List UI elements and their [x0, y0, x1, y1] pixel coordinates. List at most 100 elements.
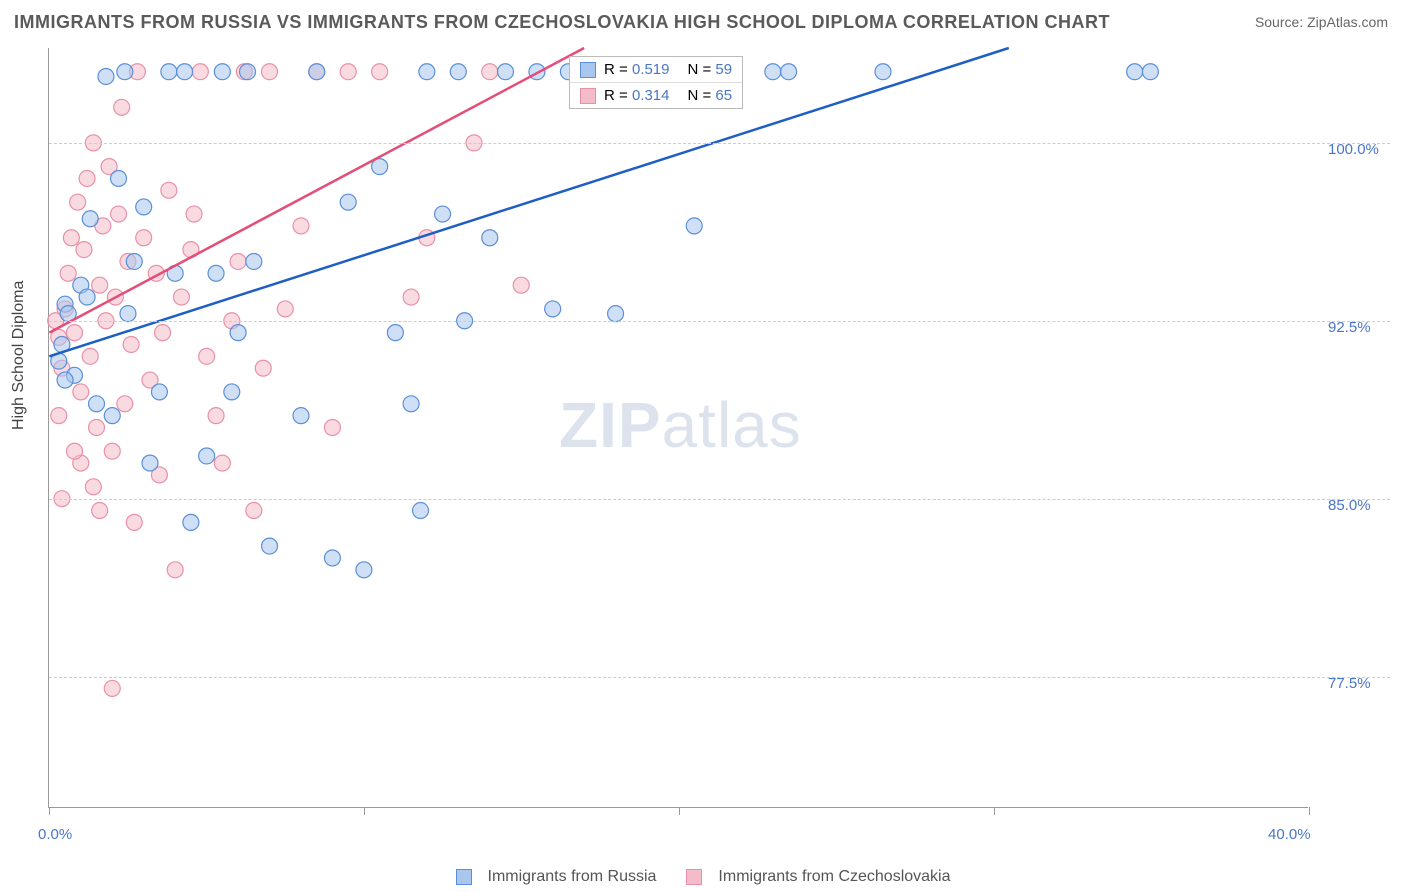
scatter-point [240, 64, 256, 80]
scatter-point [356, 562, 372, 578]
legend-stats: R = 0.519 N = 59 R = 0.314 N = 65 [569, 56, 743, 109]
chart-title: IMMIGRANTS FROM RUSSIA VS IMMIGRANTS FRO… [14, 12, 1110, 33]
scatter-point [114, 99, 130, 115]
gridline [49, 321, 1390, 322]
scatter-point [57, 372, 73, 388]
scatter-point [214, 64, 230, 80]
scatter-point [136, 199, 152, 215]
scatter-point [413, 503, 429, 519]
scatter-point [199, 348, 215, 364]
legend-item-czech: Immigrants from Czechoslovakia [686, 868, 950, 886]
x-tick [1309, 807, 1310, 815]
source-label: Source: ZipAtlas.com [1255, 14, 1388, 30]
scatter-point [545, 301, 561, 317]
legend-label: Immigrants from Russia [488, 868, 657, 886]
scatter-point [387, 325, 403, 341]
scatter-point [167, 562, 183, 578]
scatter-point [177, 64, 193, 80]
scatter-point [67, 443, 83, 459]
r-label: R = 0.314 [604, 87, 669, 104]
scatter-point [208, 408, 224, 424]
scatter-point [126, 514, 142, 530]
scatter-point [104, 443, 120, 459]
scatter-point [482, 64, 498, 80]
scatter-point [419, 64, 435, 80]
scatter-point [403, 289, 419, 305]
scatter-point [92, 277, 108, 293]
scatter-point [230, 325, 246, 341]
scatter-point [117, 64, 133, 80]
scatter-point [497, 64, 513, 80]
gridline [49, 499, 1390, 500]
scatter-point [214, 455, 230, 471]
scatter-point [155, 325, 171, 341]
gridline [49, 143, 1390, 144]
scatter-point [246, 253, 262, 269]
scatter-point [173, 289, 189, 305]
scatter-point [51, 408, 67, 424]
legend-swatch-blue [580, 62, 596, 78]
scatter-point [340, 194, 356, 210]
scatter-point [89, 420, 105, 436]
y-tick-label: 85.0% [1328, 497, 1371, 514]
legend-swatch-blue [456, 869, 472, 885]
y-tick-label: 77.5% [1328, 675, 1371, 692]
x-tick-label: 40.0% [1268, 826, 1311, 843]
legend-stats-row: R = 0.519 N = 59 [570, 57, 742, 82]
legend-series: Immigrants from Russia Immigrants from C… [0, 868, 1406, 886]
scatter-point [199, 448, 215, 464]
scatter-point [192, 64, 208, 80]
scatter-point [230, 253, 246, 269]
legend-item-russia: Immigrants from Russia [456, 868, 657, 886]
scatter-point [85, 479, 101, 495]
scatter-point [324, 550, 340, 566]
x-tick [994, 807, 995, 815]
scatter-point [82, 211, 98, 227]
x-tick [364, 807, 365, 815]
scatter-point [513, 277, 529, 293]
legend-label: Immigrants from Czechoslovakia [718, 868, 950, 886]
y-axis-label: High School Diploma [10, 281, 28, 430]
scatter-point [482, 230, 498, 246]
x-tick [49, 807, 50, 815]
scatter-point [73, 384, 89, 400]
scatter-point [293, 218, 309, 234]
scatter-point [98, 68, 114, 84]
scatter-point [781, 64, 797, 80]
chart-plot-area: ZIPatlas R = 0.519 N = 59 R = 0.314 N = … [48, 48, 1308, 808]
scatter-point [89, 396, 105, 412]
scatter-point [1127, 64, 1143, 80]
scatter-point [183, 514, 199, 530]
legend-swatch-pink [686, 869, 702, 885]
r-label: R = 0.519 [604, 61, 669, 78]
scatter-point [123, 336, 139, 352]
scatter-point [293, 408, 309, 424]
scatter-point [255, 360, 271, 376]
scatter-point [277, 301, 293, 317]
scatter-point [136, 230, 152, 246]
legend-swatch-pink [580, 88, 596, 104]
scatter-point [60, 265, 76, 281]
scatter-point [63, 230, 79, 246]
gridline [49, 677, 1390, 678]
scatter-point [608, 306, 624, 322]
legend-stats-row: R = 0.314 N = 65 [570, 82, 742, 108]
scatter-point [208, 265, 224, 281]
scatter-point [686, 218, 702, 234]
scatter-point [151, 384, 167, 400]
scatter-point [403, 396, 419, 412]
scatter-point [765, 64, 781, 80]
scatter-point [262, 538, 278, 554]
scatter-point [161, 182, 177, 198]
scatter-point [340, 64, 356, 80]
scatter-point [186, 206, 202, 222]
scatter-point [111, 170, 127, 186]
scatter-point [104, 408, 120, 424]
scatter-point [224, 384, 240, 400]
scatter-point [79, 289, 95, 305]
scatter-point [126, 253, 142, 269]
scatter-point [1142, 64, 1158, 80]
scatter-point [117, 396, 133, 412]
x-tick-label: 0.0% [38, 826, 72, 843]
scatter-point [104, 680, 120, 696]
